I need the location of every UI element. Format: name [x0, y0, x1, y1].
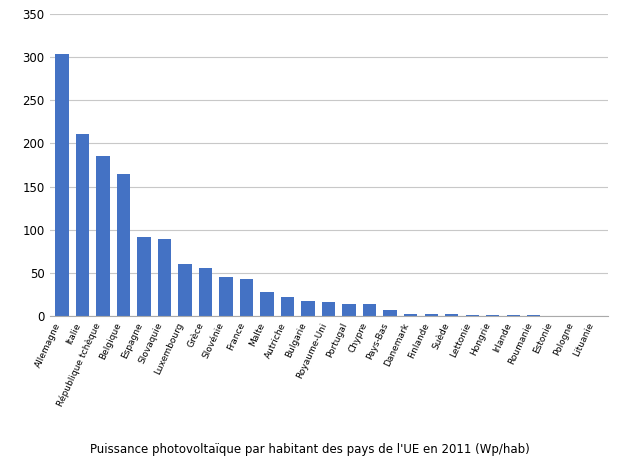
Bar	[96, 156, 110, 316]
Bar	[158, 239, 171, 316]
Bar	[466, 315, 479, 316]
Bar	[363, 304, 376, 316]
Bar	[55, 53, 69, 316]
Bar	[445, 314, 458, 316]
Bar	[260, 292, 273, 316]
Bar	[507, 315, 520, 316]
Bar	[384, 310, 397, 316]
Bar	[486, 315, 499, 316]
Bar	[301, 301, 315, 316]
Bar	[179, 265, 192, 316]
Bar	[404, 313, 417, 316]
Bar	[322, 301, 335, 316]
Bar	[425, 314, 438, 316]
Bar	[137, 237, 151, 316]
Bar	[342, 304, 356, 316]
Bar	[219, 277, 232, 316]
Bar	[117, 174, 130, 316]
Bar	[240, 279, 253, 316]
Bar	[76, 134, 89, 316]
Bar	[527, 315, 541, 316]
Text: Puissance photovoltaïque par habitant des pays de l'UE en 2011 (Wp/hab): Puissance photovoltaïque par habitant de…	[90, 443, 530, 456]
Bar	[281, 297, 294, 316]
Bar	[199, 268, 212, 316]
